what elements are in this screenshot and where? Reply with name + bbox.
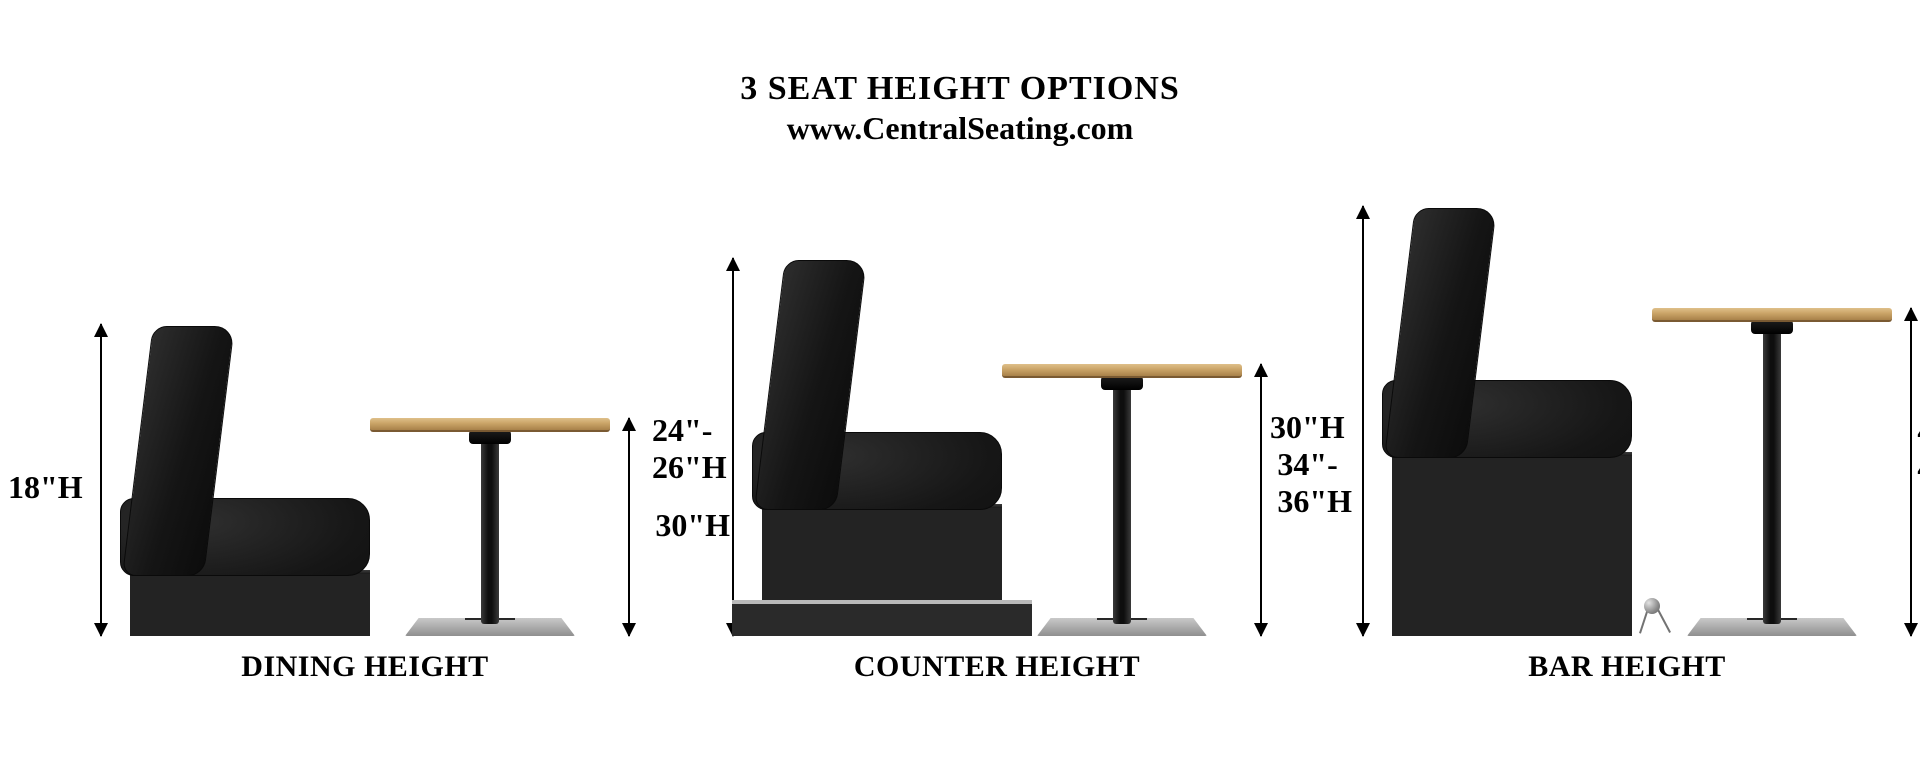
diagram-stage: 3 SEAT HEIGHT OPTIONS www.CentralSeating… xyxy=(0,0,1920,774)
dim-arrow-seat-counter xyxy=(732,258,734,636)
booth-counter xyxy=(762,258,1002,636)
dim-label-seat-counter: 24"- 26"H xyxy=(652,412,727,486)
table-top xyxy=(1002,364,1242,378)
dim-label-seat-bar: 30"H xyxy=(1270,409,1345,446)
panel-dining: 18"H 30"H DINING HEIGHT xyxy=(100,324,630,636)
table-top xyxy=(370,418,610,432)
table-collar xyxy=(1751,320,1793,334)
dim-arrow-seat-bar xyxy=(1362,206,1364,636)
table-post xyxy=(481,432,499,624)
panel-bar: 30"H 40"- 42"H BAR HEIGHT xyxy=(1362,206,1892,636)
table-bar xyxy=(1652,308,1892,636)
booth-back xyxy=(754,260,836,510)
panel-label-bar: BAR HEIGHT xyxy=(1362,650,1892,684)
panel-label-dining: DINING HEIGHT xyxy=(100,650,630,684)
table-collar xyxy=(1101,376,1143,390)
booth-back xyxy=(1384,208,1466,458)
booth-back xyxy=(122,326,204,576)
booth-base xyxy=(1392,452,1632,636)
dim-arrow-table-bar xyxy=(1910,308,1912,636)
booth-bar xyxy=(1392,206,1632,636)
booth-dining xyxy=(130,324,370,636)
dim-label-table-counter: 34"- 36"H xyxy=(1277,446,1352,520)
diagram-title: 3 SEAT HEIGHT OPTIONS xyxy=(0,70,1920,108)
dim-label-seat-dining: 18"H xyxy=(8,469,83,506)
table-post xyxy=(1113,378,1131,624)
table-post xyxy=(1763,322,1781,624)
dim-label-table-dining: 30"H xyxy=(655,507,730,544)
table-top xyxy=(1652,308,1892,322)
table-dining xyxy=(370,418,610,636)
table-counter xyxy=(1002,364,1242,636)
booth-step xyxy=(732,600,1032,636)
title-block: 3 SEAT HEIGHT OPTIONS www.CentralSeating… xyxy=(0,70,1920,147)
panel-counter: 24"- 26"H 34"- 36"H COUNTER HEIGHT xyxy=(732,258,1262,636)
dim-arrow-seat-dining xyxy=(100,324,102,636)
dim-arrow-table-counter xyxy=(1260,364,1262,636)
booth-base xyxy=(130,570,370,636)
diagram-subtitle: www.CentralSeating.com xyxy=(0,110,1920,147)
table-collar xyxy=(469,430,511,444)
dim-arrow-table-dining xyxy=(628,418,630,636)
panel-label-counter: COUNTER HEIGHT xyxy=(732,650,1262,684)
